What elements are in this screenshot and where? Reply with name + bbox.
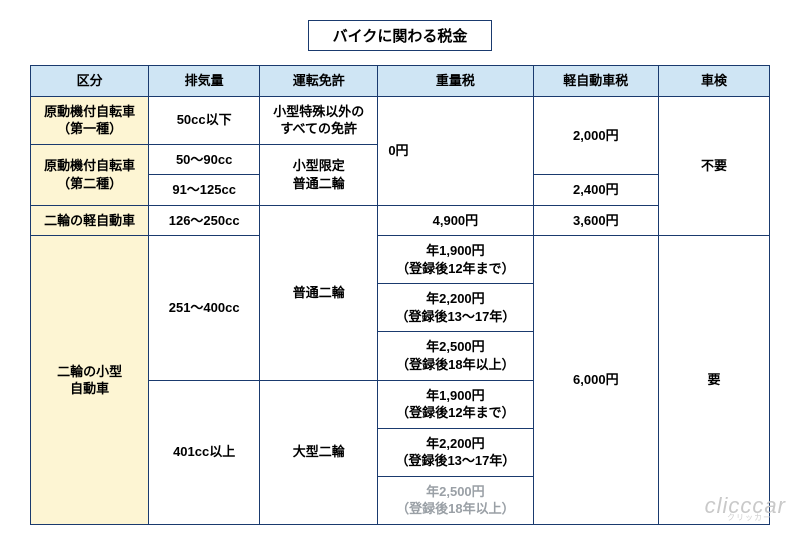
cell-cc: 251～400cc — [149, 236, 260, 380]
col-weight-tax: 重量税 — [378, 66, 533, 97]
table-header-row: 区分 排気量 運転免許 重量税 軽自動車税 車検 — [31, 66, 770, 97]
col-category: 区分 — [31, 66, 149, 97]
cell-license: 大型二輪 — [260, 380, 378, 524]
cell-weight-tax: 年1,900円（登録後12年まで） — [378, 236, 533, 284]
cell-weight-tax: 年2,500円（登録後18年以上） — [378, 476, 533, 524]
cell-license: 小型特殊以外のすべての免許 — [260, 96, 378, 144]
table-row: 原動機付自転車（第一種） 50cc以下 小型特殊以外のすべての免許 0円 2,0… — [31, 96, 770, 144]
table-row: 二輪の小型自動車 251～400cc 年1,900円（登録後12年まで） 6,0… — [31, 236, 770, 284]
cell-category: 二輪の小型自動車 — [31, 236, 149, 525]
cell-cc: 401cc以上 — [149, 380, 260, 524]
cell-light-tax: 6,000円 — [533, 236, 659, 525]
cell-weight-tax: 年1,900円（登録後12年まで） — [378, 380, 533, 428]
cell-inspection: 不要 — [659, 96, 770, 236]
col-license: 運転免許 — [260, 66, 378, 97]
cell-light-tax: 2,000円 — [533, 96, 659, 175]
tax-table: 区分 排気量 運転免許 重量税 軽自動車税 車検 原動機付自転車（第一種） 50… — [30, 65, 770, 525]
cell-license: 小型限定普通二輪 — [260, 144, 378, 205]
cell-cc: 50～90cc — [149, 144, 260, 175]
cell-weight-tax: 年2,500円（登録後18年以上） — [378, 332, 533, 380]
col-displacement: 排気量 — [149, 66, 260, 97]
col-inspection: 車検 — [659, 66, 770, 97]
cell-weight-tax: 4,900円 — [378, 205, 533, 236]
cell-cc: 126～250cc — [149, 205, 260, 236]
cell-weight-tax: 0円 — [378, 96, 533, 205]
cell-category: 二輪の軽自動車 — [31, 205, 149, 236]
cell-weight-tax: 年2,200円（登録後13～17年） — [378, 428, 533, 476]
cell-category: 原動機付自転車（第一種） — [31, 96, 149, 144]
col-light-tax: 軽自動車税 — [533, 66, 659, 97]
page-title: バイクに関わる税金 — [308, 20, 493, 51]
cell-license: 普通二輪 — [260, 205, 378, 380]
cell-inspection: 要 — [659, 236, 770, 525]
cell-category: 原動機付自転車（第二種） — [31, 144, 149, 205]
cell-weight-tax: 年2,200円（登録後13～17年） — [378, 284, 533, 332]
cell-light-tax: 2,400円 — [533, 175, 659, 206]
cell-cc: 50cc以下 — [149, 96, 260, 144]
cell-light-tax: 3,600円 — [533, 205, 659, 236]
cell-cc: 91～125cc — [149, 175, 260, 206]
